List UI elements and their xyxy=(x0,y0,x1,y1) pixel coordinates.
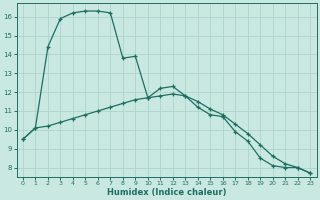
X-axis label: Humidex (Indice chaleur): Humidex (Indice chaleur) xyxy=(107,188,226,197)
